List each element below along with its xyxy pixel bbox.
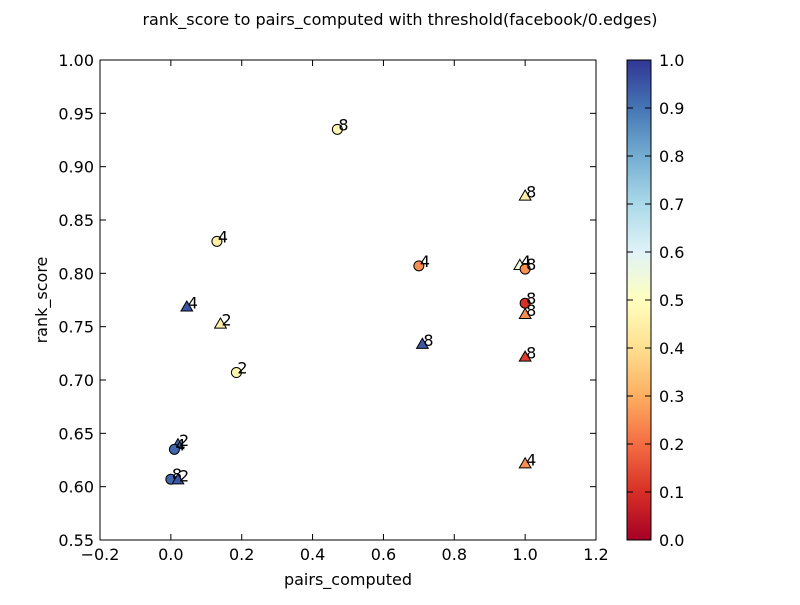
x-tick-label: 0.0 <box>158 545 183 564</box>
data-point-label: 4 <box>175 435 185 454</box>
y-tick-label: 0.55 <box>58 531 94 550</box>
data-point-label: 8 <box>526 183 536 202</box>
data-point-label: 8 <box>526 255 536 274</box>
data-point-circle <box>211 235 223 247</box>
y-tick-label: 0.85 <box>58 211 94 230</box>
data-point-triangle <box>171 472 185 485</box>
data-points: 884448848288224482 <box>165 115 536 485</box>
colorbar-tick-label: 0.0 <box>659 531 684 550</box>
data-point-triangle <box>415 337 430 349</box>
y-tick-label: 0.60 <box>58 478 94 497</box>
data-point-label: 8 <box>526 289 536 308</box>
chart-title: rank_score to pairs_computed with thresh… <box>142 10 657 30</box>
data-point-circle <box>331 123 343 135</box>
x-tick-label: −0.2 <box>81 545 120 564</box>
data-point-label: 8 <box>338 115 348 134</box>
x-tick-label: 0.8 <box>442 545 467 564</box>
data-point-triangle <box>518 307 532 320</box>
colorbar-tick-label: 0.9 <box>659 99 684 118</box>
colorbar: 0.0 0.1 0.2 0.3 0.4 0.5 0.6 0.7 0.8 0.9 1.0 <box>626 51 684 550</box>
data-point-label: 8 <box>526 344 536 363</box>
x-tick-label: 1.2 <box>583 545 608 564</box>
data-point-triangle <box>213 317 228 329</box>
colorbar-tick-label: 1.0 <box>659 51 684 70</box>
y-tick-label: 0.70 <box>58 371 94 390</box>
y-tick-label: 0.90 <box>58 158 94 177</box>
x-axis: −0.2 0.0 0.2 0.4 0.6 0.8 1.0 1.2 <box>81 60 609 564</box>
colorbar-tick-label: 0.6 <box>659 243 684 262</box>
data-point-triangle <box>518 456 532 469</box>
data-point-label: 4 <box>526 450 536 469</box>
y-tick-label: 1.00 <box>58 51 94 70</box>
plot-area-frame <box>99 59 597 541</box>
x-tick-label: 0.4 <box>300 545 325 564</box>
colorbar-tick-label: 0.4 <box>659 339 684 358</box>
y-tick-label: 0.65 <box>58 424 94 443</box>
colorbar-tick-label: 0.3 <box>659 387 684 406</box>
data-point-label: 8 <box>423 331 433 350</box>
x-axis-title: pairs_computed <box>284 570 412 590</box>
colorbar-tick-label: 0.7 <box>659 195 684 214</box>
colorbar-tick-label: 0.5 <box>659 291 684 310</box>
data-point-circle <box>413 260 425 272</box>
colorbar-tick-label: 0.1 <box>659 483 684 502</box>
x-tick-label: 0.2 <box>229 545 254 564</box>
data-point-triangle <box>518 350 532 362</box>
y-axis: 0.55 0.60 0.65 0.70 0.75 0.80 0.85 0.90 0.95 1.00 <box>58 51 596 550</box>
y-tick-label: 0.80 <box>58 264 94 283</box>
data-point-label: 4 <box>218 227 228 246</box>
data-point-label: 4 <box>420 252 430 271</box>
data-point-label: 4 <box>521 252 531 271</box>
data-point-label: 4 <box>188 293 198 312</box>
y-tick-label: 0.95 <box>58 104 94 123</box>
x-tick-label: 0.6 <box>371 545 396 564</box>
data-point-label: 2 <box>179 466 189 485</box>
data-point-circle <box>519 263 531 275</box>
data-point-label: 2 <box>179 431 189 450</box>
y-axis-title: rank_score <box>32 257 52 344</box>
data-point-circle <box>168 443 180 455</box>
data-point-label: 2 <box>237 359 247 378</box>
y-tick-label: 0.75 <box>58 318 94 337</box>
data-point-label: 2 <box>221 311 231 330</box>
data-point-triangle <box>180 299 194 312</box>
data-point-circle <box>230 367 242 379</box>
colorbar-tick-label: 0.2 <box>659 435 684 454</box>
x-tick-label: 1.0 <box>512 545 537 564</box>
data-point-triangle <box>518 189 532 201</box>
colorbar-ticks: 0.0 0.1 0.2 0.3 0.4 0.5 0.6 0.7 0.8 0.9 1.0 <box>627 51 684 550</box>
colorbar-tick-label: 0.8 <box>659 147 684 166</box>
data-point-label: 8 <box>526 301 536 320</box>
